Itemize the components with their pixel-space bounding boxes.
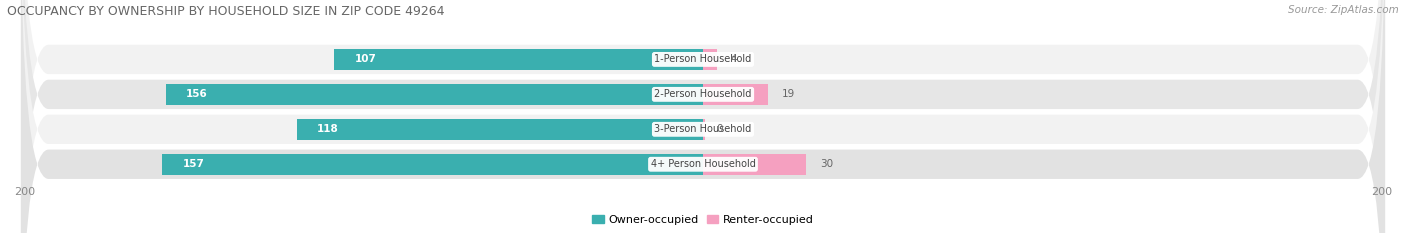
FancyBboxPatch shape xyxy=(21,0,1385,233)
FancyBboxPatch shape xyxy=(21,0,1385,233)
Text: OCCUPANCY BY OWNERSHIP BY HOUSEHOLD SIZE IN ZIP CODE 49264: OCCUPANCY BY OWNERSHIP BY HOUSEHOLD SIZE… xyxy=(7,5,444,18)
Bar xyxy=(703,154,807,175)
Bar xyxy=(162,154,703,175)
Bar xyxy=(703,119,704,140)
Text: 1-Person Household: 1-Person Household xyxy=(654,55,752,64)
Text: 4: 4 xyxy=(731,55,737,64)
Text: 200: 200 xyxy=(1371,187,1392,197)
Text: 3-Person Household: 3-Person Household xyxy=(654,124,752,134)
Text: 200: 200 xyxy=(14,187,35,197)
Bar xyxy=(703,84,769,105)
Text: 157: 157 xyxy=(183,159,205,169)
FancyBboxPatch shape xyxy=(21,0,1385,233)
Text: 2-Person Household: 2-Person Household xyxy=(654,89,752,99)
Bar xyxy=(166,84,703,105)
Text: 156: 156 xyxy=(186,89,208,99)
FancyBboxPatch shape xyxy=(21,0,1385,233)
Legend: Owner-occupied, Renter-occupied: Owner-occupied, Renter-occupied xyxy=(588,210,818,229)
Text: 30: 30 xyxy=(820,159,834,169)
Text: Source: ZipAtlas.com: Source: ZipAtlas.com xyxy=(1288,5,1399,15)
Text: 107: 107 xyxy=(356,55,377,64)
Text: 19: 19 xyxy=(782,89,796,99)
Bar xyxy=(335,49,703,70)
Text: 118: 118 xyxy=(318,124,339,134)
Text: 4+ Person Household: 4+ Person Household xyxy=(651,159,755,169)
Bar xyxy=(703,49,717,70)
Bar xyxy=(297,119,703,140)
Text: 0: 0 xyxy=(717,124,723,134)
